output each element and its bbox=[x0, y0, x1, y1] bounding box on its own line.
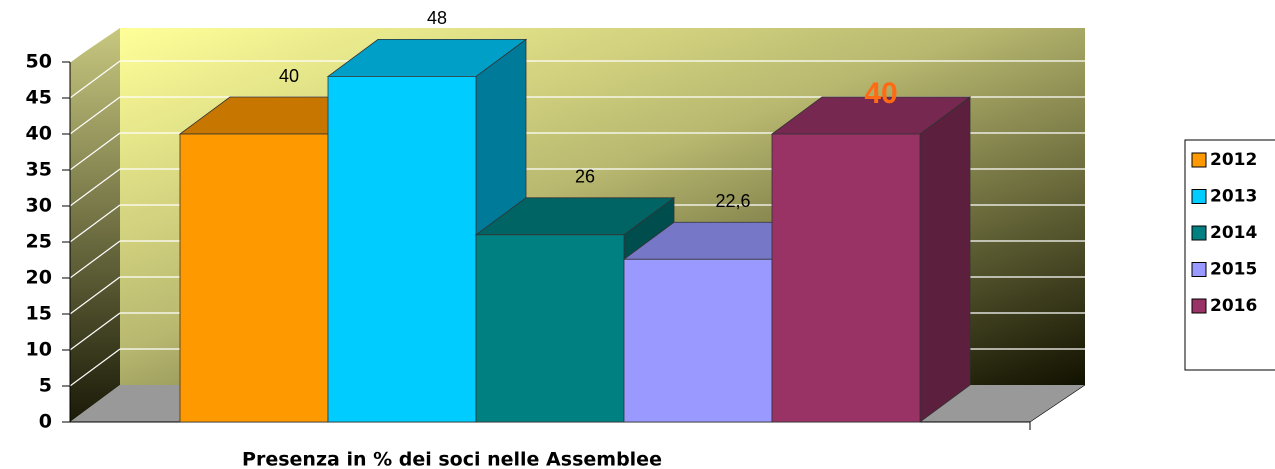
legend-label: 2015 bbox=[1210, 260, 1257, 280]
legend-swatch bbox=[1191, 152, 1207, 168]
x-category-label: Presenza in % dei soci nelle Assemblee bbox=[242, 449, 662, 469]
bar bbox=[623, 258, 773, 423]
y-tick-label: 45 bbox=[26, 87, 52, 109]
grid-line-side bbox=[69, 204, 121, 243]
y-tick-label: 10 bbox=[26, 339, 52, 361]
grid-line-side bbox=[69, 60, 121, 99]
grid-line-side bbox=[69, 312, 121, 351]
legend-label: 2013 bbox=[1210, 187, 1257, 207]
bar-side bbox=[919, 96, 971, 423]
grid-line-side bbox=[69, 240, 121, 279]
legend-label: 2016 bbox=[1210, 296, 1257, 316]
legend-swatch bbox=[1191, 225, 1207, 241]
y-tick-label: 5 bbox=[39, 375, 52, 397]
y-tick-label: 35 bbox=[26, 159, 52, 181]
bar bbox=[475, 234, 625, 423]
data-label: 40 bbox=[279, 66, 299, 86]
grid-line-side bbox=[69, 24, 121, 63]
floor-edge bbox=[1029, 384, 1086, 423]
side-wall bbox=[70, 28, 120, 422]
legend bbox=[1184, 139, 1275, 371]
y-tick-label: 20 bbox=[26, 267, 52, 289]
grid-line-side bbox=[69, 276, 121, 315]
grid-line-side bbox=[69, 348, 121, 387]
legend-swatch bbox=[1191, 298, 1207, 314]
grid-line-side bbox=[69, 168, 121, 207]
y-tick-label: 50 bbox=[26, 51, 52, 73]
y-tick-label: 40 bbox=[26, 123, 52, 145]
y-tick-label: 25 bbox=[26, 231, 52, 253]
legend-label: 2014 bbox=[1210, 223, 1257, 243]
data-label: 48 bbox=[427, 8, 447, 28]
legend-label: 2012 bbox=[1210, 150, 1257, 170]
data-label: 26 bbox=[575, 167, 595, 187]
legend-swatch bbox=[1191, 262, 1207, 277]
grid-line-side bbox=[69, 96, 121, 135]
bar bbox=[771, 133, 921, 423]
data-label: 40 bbox=[864, 77, 897, 110]
bar bbox=[327, 76, 477, 423]
data-label: 22,6 bbox=[715, 191, 750, 211]
y-tick-label: 15 bbox=[26, 303, 52, 325]
bar bbox=[179, 133, 329, 423]
grid-line-side bbox=[69, 132, 121, 171]
y-tick-label: 0 bbox=[39, 411, 52, 433]
legend-swatch bbox=[1191, 189, 1207, 204]
y-tick-label: 30 bbox=[26, 195, 52, 217]
